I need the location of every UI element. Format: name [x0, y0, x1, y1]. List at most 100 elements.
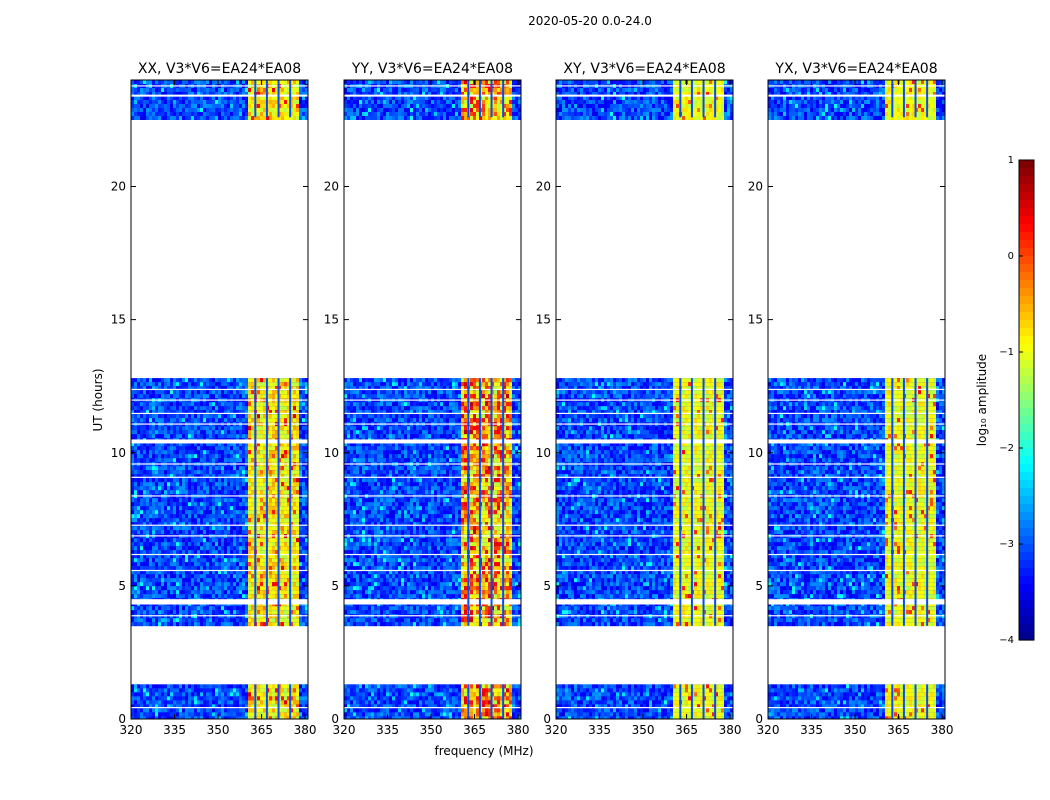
colorbar-segment: [1019, 624, 1034, 633]
y-tick-label: 0: [543, 712, 551, 726]
x-tick-label: 335: [163, 723, 186, 737]
colorbar-segment: [1019, 304, 1034, 313]
colorbar-segment: [1019, 544, 1034, 553]
y-tick-label: 20: [111, 180, 126, 194]
colorbar-segment: [1019, 520, 1034, 529]
colorbar-segment: [1019, 216, 1034, 225]
colorbar-segment: [1019, 600, 1034, 609]
colorbar-tick-label: −4: [999, 635, 1014, 646]
y-tick-label: 20: [536, 180, 551, 194]
colorbar-segment: [1019, 288, 1034, 297]
y-tick-label: 5: [331, 579, 339, 593]
colorbar-segment: [1019, 376, 1034, 385]
axes-frame: [767, 79, 946, 720]
colorbar-segment: [1019, 176, 1034, 185]
x-tick-label: 350: [632, 723, 655, 737]
axes-frame: [555, 79, 734, 720]
colorbar-frame: [1018, 159, 1035, 641]
colorbar-segment: [1019, 248, 1034, 257]
colorbar-segment: [1019, 448, 1034, 457]
panel-title: YX, V3*V6=EA24*EA08: [774, 61, 937, 77]
panel-2: YY, V3*V6=EA24*EA08 320 335 350 365 380 0 5 10 15…: [324, 61, 530, 737]
x-tick-label: 365: [887, 723, 910, 737]
colorbar-segment: [1019, 344, 1034, 353]
x-tick-label: 335: [376, 723, 399, 737]
colorbar-segment: [1019, 592, 1034, 601]
axes-frame: [130, 79, 309, 720]
colorbar-segment: [1019, 184, 1034, 193]
panel-title: XY, V3*V6=EA24*EA08: [563, 61, 725, 77]
colorbar-tick-label: −3: [999, 539, 1014, 550]
colorbar-label: log₁₀ amplitude: [975, 354, 989, 446]
spectrum-heatmap: [131, 80, 308, 719]
colorbar-segment: [1019, 512, 1034, 521]
colorbar-tick-label: −1: [999, 347, 1014, 358]
y-tick-label: 0: [755, 712, 763, 726]
colorbar-segment: [1019, 192, 1034, 201]
colorbar-segment: [1019, 416, 1034, 425]
y-tick-label: 0: [118, 712, 126, 726]
panel-3: XY, V3*V6=EA24*EA08 320 335 350 365 380 0 5 10 15…: [536, 61, 742, 737]
colorbar-segment: [1019, 312, 1034, 321]
x-tick-label: 365: [463, 723, 486, 737]
x-tick-label: 320: [333, 723, 356, 737]
colorbar-segment: [1019, 224, 1034, 233]
colorbar-segment: [1019, 384, 1034, 393]
colorbar-segment: [1019, 456, 1034, 465]
x-tick-label: 335: [800, 723, 823, 737]
x-tick-label: 350: [420, 723, 443, 737]
colorbar-segment: [1019, 240, 1034, 249]
colorbar-segment: [1019, 424, 1034, 433]
panels-group: XX, V3*V6=EA24*EA08 320 335 350 365 380 0 5 10 15…: [111, 61, 954, 737]
y-tick-label: 15: [111, 313, 126, 327]
colorbar-tick-label: 0: [1008, 251, 1014, 262]
y-tick-label: 10: [536, 446, 551, 460]
spectrum-heatmap: [344, 80, 521, 719]
colorbar-segment: [1019, 360, 1034, 369]
colorbar-segment: [1019, 168, 1034, 177]
colorbar-segment: [1019, 400, 1034, 409]
colorbar-tick-label: 1: [1008, 155, 1014, 166]
spectrum-heatmap: [768, 80, 945, 719]
y-tick-label: 5: [755, 579, 763, 593]
colorbar-segment: [1019, 200, 1034, 209]
colorbar-segment: [1019, 320, 1034, 329]
colorbar-segment: [1019, 536, 1034, 545]
y-tick-label: 10: [111, 446, 126, 460]
colorbar-segment: [1019, 368, 1034, 377]
colorbar-segment: [1019, 504, 1034, 513]
y-tick-label: 15: [324, 313, 339, 327]
colorbar-segment: [1019, 264, 1034, 273]
x-tick-label: 320: [757, 723, 780, 737]
colorbar-segment: [1019, 616, 1034, 625]
colorbar-segment: [1019, 352, 1034, 361]
colorbar-segment: [1019, 256, 1034, 265]
y-tick-label: 0: [331, 712, 339, 726]
x-tick-label: 380: [507, 723, 530, 737]
y-tick-label: 20: [748, 180, 763, 194]
colorbar-segment: [1019, 528, 1034, 537]
y-tick-label: 15: [748, 313, 763, 327]
colorbar-segment: [1019, 392, 1034, 401]
colorbar-segment: [1019, 408, 1034, 417]
colorbar-segment: [1019, 296, 1034, 305]
colorbar-segment: [1019, 584, 1034, 593]
colorbar-segment: [1019, 232, 1034, 241]
x-tick-label: 380: [931, 723, 954, 737]
colorbar-segment: [1019, 432, 1034, 441]
spectrum-heatmap: [556, 80, 733, 719]
colorbar-segment: [1019, 496, 1034, 505]
y-tick-label: 5: [543, 579, 551, 593]
x-tick-label: 365: [250, 723, 273, 737]
figure-suptitle: 2020-05-20 0.0-24.0: [528, 14, 652, 28]
colorbar-segment: [1019, 328, 1034, 337]
colorbar-segment: [1019, 488, 1034, 497]
x-tick-label: 320: [120, 723, 143, 737]
colorbar-segment: [1019, 560, 1034, 569]
colorbar-segment: [1019, 440, 1034, 449]
x-axis-label: frequency (MHz): [434, 744, 533, 758]
x-tick-label: 380: [294, 723, 317, 737]
y-tick-label: 5: [118, 579, 126, 593]
colorbar-segment: [1019, 632, 1034, 641]
x-tick-label: 335: [588, 723, 611, 737]
